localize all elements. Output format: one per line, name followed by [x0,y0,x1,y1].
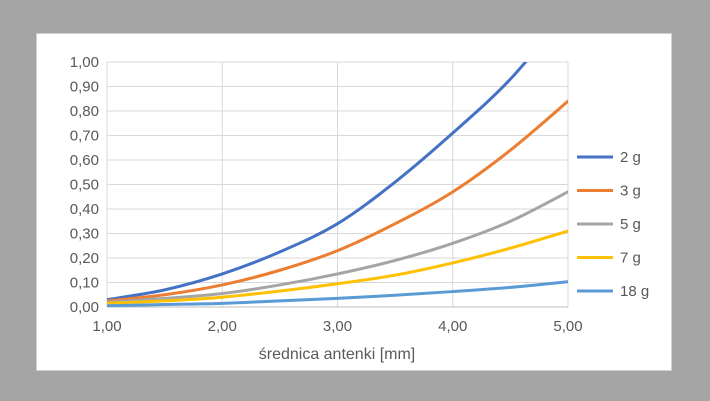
y-tick-label: 0,20 [70,250,99,267]
series-line-3 [107,229,568,305]
y-tick-label: 1,00 [70,54,99,71]
legend-label-4: 18 g [620,283,649,300]
series-lines [107,62,568,307]
legend-label-0: 2 g [620,149,641,166]
x-tick-label: 4,00 [438,318,467,335]
legend-label-2: 5 g [620,216,641,233]
x-tick-label: 1,00 [92,318,121,335]
series-line-0 [107,62,528,302]
y-axis-ticks: 0,00 0,10 0,20 0,30 0,40 0,50 0,60 0,70 0,80 0,90… [70,54,99,316]
y-tick-label: 0,50 [70,177,99,194]
y-tick-label: 0,40 [70,201,99,218]
y-tick-label: 0,10 [70,275,99,292]
legend: 2 g 3 g 5 g 7 g 18 g [577,149,649,300]
y-tick-label: 0,00 [70,299,99,316]
series-line-1 [107,99,568,303]
series-line-2 [107,190,568,304]
x-tick-label: 3,00 [323,318,352,335]
legend-label-3: 7 g [620,250,641,267]
x-axis-ticks: 1,00 2,00 3,00 4,00 5,00 [92,318,582,335]
legend-label-1: 3 g [620,183,641,200]
y-tick-label: 0,80 [70,103,99,120]
x-axis-title: średnica antenki [mm] [259,346,416,363]
y-tick-label: 0,60 [70,152,99,169]
chart-panel: 0,00 0,10 0,20 0,30 0,40 0,50 0,60 0,70 0,80 0,90… [36,33,672,371]
y-tick-label: 0,70 [70,128,99,145]
y-tick-label: 0,30 [70,226,99,243]
y-tick-label: 0,90 [70,79,99,96]
gridlines [106,61,569,308]
x-tick-label: 2,00 [208,318,237,335]
series-line-4 [107,280,568,307]
x-tick-label: 5,00 [553,318,582,335]
line-chart: 0,00 0,10 0,20 0,30 0,40 0,50 0,60 0,70 0,80 0,90… [70,54,649,363]
